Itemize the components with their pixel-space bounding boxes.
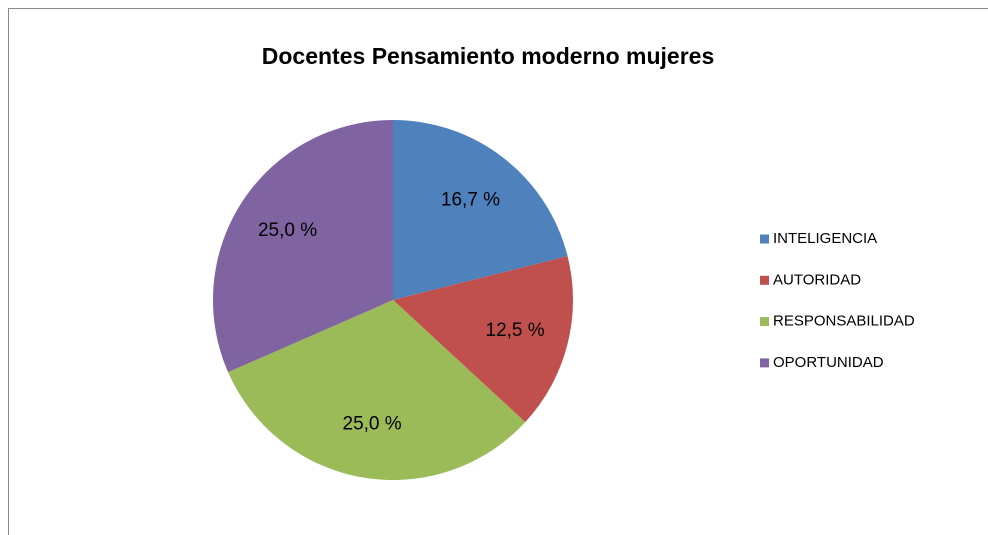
legend-label: AUTORIDAD: [773, 271, 861, 288]
data-label: 25,0 %: [258, 220, 317, 241]
legend-label: INTELIGENCIA: [773, 230, 877, 247]
data-label: 25,0 %: [343, 413, 402, 434]
pie-slice: [213, 120, 393, 373]
legend-swatch: [760, 234, 769, 244]
chart-title: Docentes Pensamiento moderno mujeres: [262, 43, 714, 69]
legend-swatch: [760, 317, 769, 327]
legend-label: RESPONSABILIDAD: [773, 313, 915, 330]
legend-swatch: [760, 275, 769, 285]
legend-label: OPORTUNIDAD: [773, 354, 884, 371]
data-label: 16,7 %: [441, 190, 500, 211]
pie-slice: [393, 256, 573, 423]
chart-border: [8, 8, 988, 535]
legend-swatch: [760, 358, 769, 368]
pie-slice: [393, 120, 568, 300]
data-label: 12,5 %: [486, 320, 545, 341]
pie-slice: [228, 300, 526, 480]
